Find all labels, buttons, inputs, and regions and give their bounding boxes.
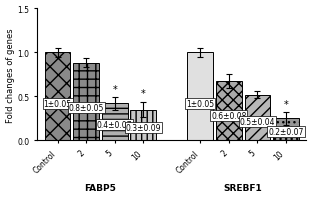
- Y-axis label: Fold changes of genes: Fold changes of genes: [6, 28, 15, 122]
- Bar: [130, 110, 156, 141]
- Text: 1±0.05: 1±0.05: [186, 99, 214, 108]
- Text: *: *: [112, 84, 117, 94]
- Text: 0.5±0.04: 0.5±0.04: [240, 117, 275, 126]
- Bar: [102, 104, 128, 141]
- Text: SREBF1: SREBF1: [224, 183, 262, 192]
- Text: FABP5: FABP5: [85, 183, 116, 192]
- Text: 0.2±0.07: 0.2±0.07: [268, 127, 304, 136]
- Text: 0.3±0.09: 0.3±0.09: [125, 123, 161, 132]
- Text: 0.6±0.08: 0.6±0.08: [211, 112, 246, 121]
- Text: *: *: [141, 89, 146, 99]
- Bar: [45, 53, 71, 141]
- Bar: [73, 63, 99, 141]
- Bar: [273, 119, 299, 141]
- Text: 1±0.05: 1±0.05: [44, 99, 72, 108]
- Bar: [245, 95, 270, 141]
- Text: 0.8±0.05: 0.8±0.05: [69, 104, 104, 113]
- Text: 0.4±0.07: 0.4±0.07: [97, 121, 133, 130]
- Text: *: *: [284, 99, 288, 109]
- Bar: [188, 53, 213, 141]
- Bar: [216, 82, 242, 141]
